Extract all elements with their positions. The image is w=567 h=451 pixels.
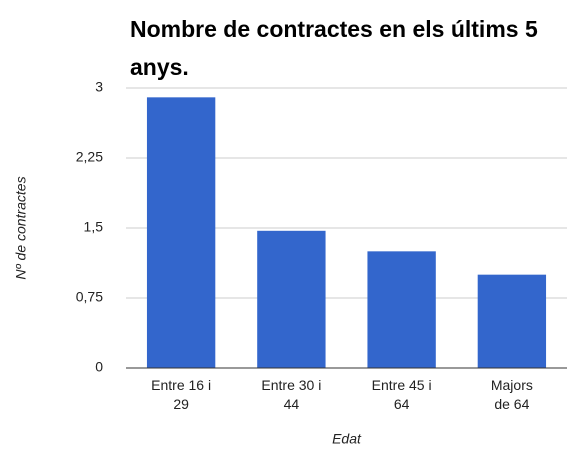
bar [146, 97, 216, 368]
x-axis-label: Edat [332, 431, 362, 447]
x-tick-label: Majors de 64 [490, 377, 533, 412]
x-tick-label: Entre 16 i 29 [151, 377, 212, 412]
y-tick-label: 0,75 [76, 289, 103, 305]
y-tick-label: 2,25 [76, 149, 103, 165]
chart-title: Nombre de contractes en els últims 5 any… [130, 16, 538, 80]
bar [477, 274, 547, 368]
y-tick-label: 0 [95, 359, 103, 375]
bar [367, 251, 436, 368]
x-tick-label: Entre 45 i 64 [371, 377, 432, 412]
bar [257, 230, 326, 368]
y-tick-label: 3 [95, 79, 103, 95]
y-axis-label: Nº de contractes [13, 176, 29, 279]
x-tick-label: Entre 30 i 44 [261, 377, 322, 412]
y-tick-label: 1,5 [84, 219, 104, 235]
